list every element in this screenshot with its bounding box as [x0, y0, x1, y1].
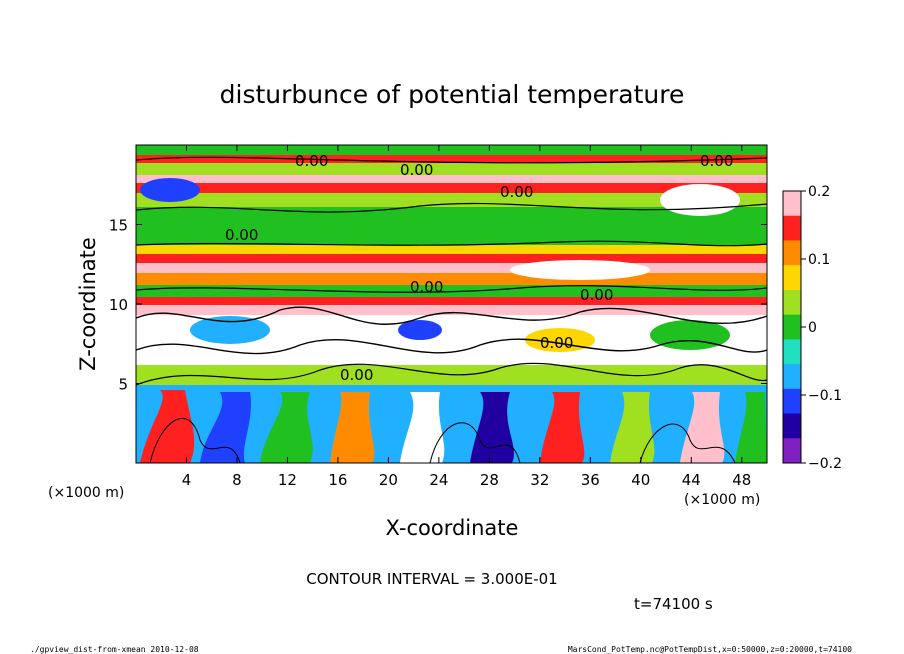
x-tick-label: 40 — [631, 471, 650, 489]
x-tick-label: 28 — [480, 471, 499, 489]
band-top-red — [136, 155, 767, 163]
contour-label: 0.00 — [540, 334, 573, 352]
colorbar-segment — [783, 240, 801, 266]
time-label: t=74100 s — [634, 595, 713, 613]
contour-line — [136, 240, 767, 247]
contour-label: 0.00 — [700, 152, 733, 170]
colorbar-tick-label: 0.2 — [808, 184, 830, 200]
blob — [140, 178, 200, 202]
plume — [680, 392, 725, 463]
contour-label: 0.00 — [580, 286, 613, 304]
contour-line — [639, 423, 736, 463]
colorbar-ticks: 0.2 0.1 0 −0.1 −0.2 — [801, 184, 842, 472]
x-tick-label: 32 — [530, 471, 549, 489]
x-axis-label: X-coordinate — [386, 516, 519, 540]
colorbar-segment — [783, 413, 801, 439]
y-tick-label: 10 — [109, 296, 128, 314]
plot-field: 0.00 0.00 0.00 0.00 0.00 0.00 0.00 0.00 … — [136, 145, 767, 463]
colorbar-tick-label: −0.1 — [808, 388, 842, 404]
band-red-4 — [136, 297, 767, 305]
plume — [200, 392, 252, 463]
band-lime — [136, 163, 767, 175]
contour-label: 0.00 — [340, 366, 373, 384]
band-pink-3 — [136, 305, 767, 315]
band-green — [136, 207, 767, 245]
colorbar-segment — [783, 314, 801, 340]
contour-label: 0.00 — [295, 152, 328, 170]
contour-line — [429, 422, 521, 463]
contour-line — [136, 306, 767, 325]
colorbar-segment — [783, 265, 801, 291]
contour-line — [136, 156, 767, 164]
colorbar-segment — [783, 364, 801, 390]
contour-line — [136, 362, 767, 386]
blob — [190, 316, 270, 344]
plume — [735, 392, 767, 463]
x-tick-label: 48 — [732, 471, 751, 489]
colorbar-segment — [783, 289, 801, 316]
band-orange — [136, 273, 767, 285]
footer-right: MarsCond_PotTemp.nc@PotTempDist,x=0:5000… — [568, 645, 852, 654]
colorbar-segment — [783, 339, 801, 365]
x-tick-label: 20 — [379, 471, 398, 489]
band-pink-2 — [136, 263, 767, 273]
contour-label: 0.00 — [225, 226, 258, 244]
blob — [510, 260, 650, 280]
band-pink — [136, 175, 767, 183]
x-axis: 4 8 12 16 20 24 28 32 36 40 44 48 — [182, 145, 751, 489]
x-unit-left: (×1000 m) — [48, 485, 124, 501]
contour-line — [136, 285, 767, 293]
plume — [610, 392, 655, 463]
plume — [400, 392, 445, 463]
contour-line — [136, 338, 767, 355]
plume — [540, 392, 585, 463]
x-tick-label: 4 — [182, 471, 192, 489]
plume — [260, 392, 313, 463]
colorbar-segment — [783, 438, 801, 464]
contour-line — [136, 202, 767, 213]
colorbar-segment — [783, 191, 801, 217]
band-red-3 — [136, 254, 767, 263]
blob — [650, 320, 730, 350]
x-tick-label: 16 — [328, 471, 347, 489]
y-tick-label: 15 — [109, 217, 128, 235]
contour-label: 0.00 — [400, 161, 433, 179]
footer-left: ./gpview_dist-from-xmean 2010-12-08 — [30, 645, 199, 654]
y-axis: 5 10 15 — [109, 217, 767, 394]
colorbar-segment — [783, 215, 801, 241]
blob — [660, 184, 740, 216]
plume — [330, 392, 375, 463]
contour-label: 0.00 — [410, 278, 443, 296]
contour-interval: CONTOUR INTERVAL = 3.000E-01 — [306, 570, 557, 588]
y-axis-label: Z-coordinate — [76, 237, 100, 371]
band-top-green — [136, 145, 767, 155]
colorbar — [783, 191, 801, 464]
y-tick-label: 5 — [118, 376, 128, 394]
blob — [398, 320, 442, 340]
x-tick-label: 24 — [429, 471, 448, 489]
contour-label: 0.00 — [500, 183, 533, 201]
band-yellow — [136, 245, 767, 254]
x-tick-label: 8 — [232, 471, 242, 489]
band-green-2 — [136, 285, 767, 297]
x-tick-label: 12 — [278, 471, 297, 489]
colorbar-segment — [783, 388, 801, 415]
x-unit-right: (×1000 m) — [684, 492, 760, 508]
colorbar-tick-label: −0.2 — [808, 456, 842, 472]
colorbar-tick-label: 0.1 — [808, 252, 830, 268]
x-tick-label: 44 — [682, 471, 701, 489]
contour-line — [149, 418, 241, 463]
band-lime-2 — [136, 193, 767, 207]
x-tick-label: 36 — [581, 471, 600, 489]
band-red-2 — [136, 183, 767, 193]
chart-title: disturbunce of potential temperature — [220, 80, 685, 109]
colorbar-tick-label: 0 — [808, 320, 817, 336]
